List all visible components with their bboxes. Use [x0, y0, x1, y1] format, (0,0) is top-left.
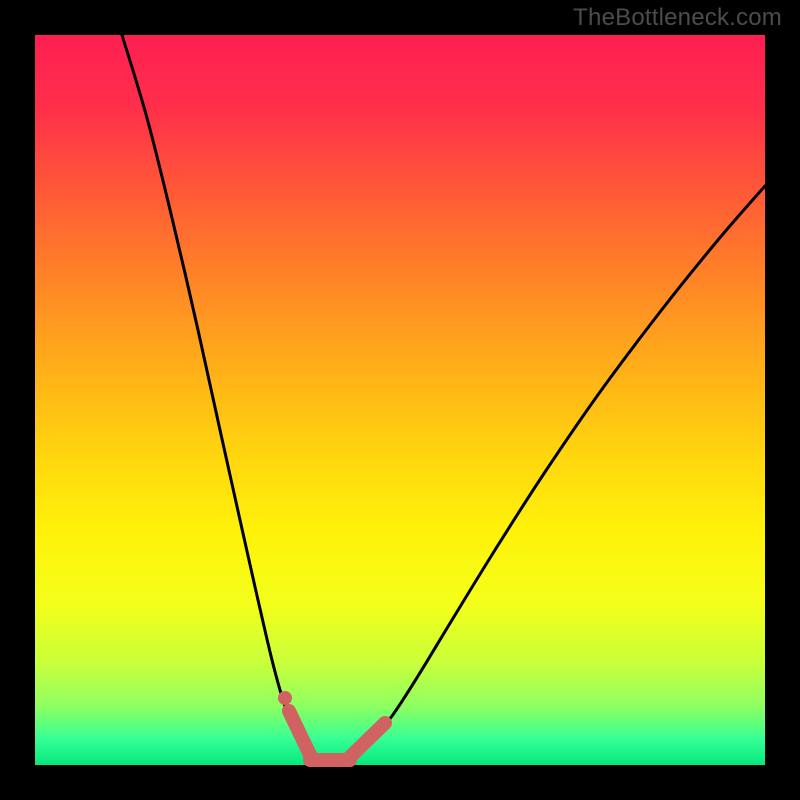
- watermark-text: TheBottleneck.com: [573, 4, 782, 32]
- gradient-panel: [35, 35, 765, 765]
- figure-root: TheBottleneck.com: [0, 0, 800, 800]
